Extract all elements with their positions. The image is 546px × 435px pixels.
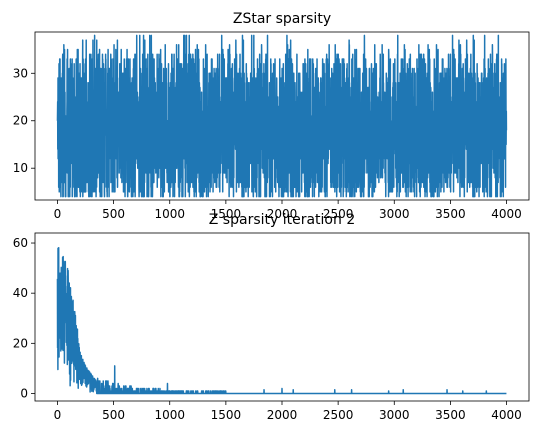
x-tick-label: 4000 <box>491 408 522 422</box>
x-tick-label: 1000 <box>154 207 185 221</box>
x-tick-label: 4000 <box>491 207 522 221</box>
y-tick-label: 30 <box>13 66 28 80</box>
x-tick-label: 2500 <box>323 207 354 221</box>
y-tick-label: 20 <box>13 114 28 128</box>
x-tick-label: 500 <box>102 408 125 422</box>
x-tick-label: 0 <box>54 408 62 422</box>
x-tick-label: 500 <box>102 207 125 221</box>
x-tick-label: 3000 <box>379 207 410 221</box>
x-tick-label: 3000 <box>379 408 410 422</box>
chart-zstar-sparsity: 0 500 1000 1500 2000 2500 3000 3500 4000 10 20 30 ZS… <box>13 11 530 221</box>
y-tick-label: 40 <box>13 286 28 300</box>
series-line <box>56 34 508 198</box>
x-tick-label: 3500 <box>435 207 466 221</box>
x-tick-label: 0 <box>54 207 62 221</box>
chart-z-sparsity-iteration-2: 0 500 1000 1500 2000 2500 3000 3500 4000 0 20 40 60 Z… <box>13 212 530 422</box>
chart-title: Z sparsity iteration 2 <box>209 212 355 228</box>
x-tick-label: 1500 <box>211 408 242 422</box>
x-tick-label: 2000 <box>267 408 298 422</box>
y-tick-label: 20 <box>13 336 28 350</box>
x-tick-label: 1000 <box>154 408 185 422</box>
chart-title: ZStar sparsity <box>233 11 331 27</box>
x-tick-label: 1500 <box>211 207 242 221</box>
x-tick-label: 2500 <box>323 408 354 422</box>
series-line <box>56 247 508 395</box>
x-tick-label: 2000 <box>267 207 298 221</box>
x-tick-label: 3500 <box>435 408 466 422</box>
y-tick-label: 0 <box>20 386 28 400</box>
plot-frame <box>34 232 530 402</box>
y-tick-label: 10 <box>13 161 28 175</box>
y-tick-label: 60 <box>13 236 28 250</box>
